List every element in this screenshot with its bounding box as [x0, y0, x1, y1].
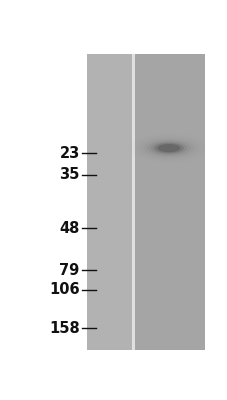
Ellipse shape [157, 144, 180, 152]
Ellipse shape [146, 140, 190, 156]
Text: 79: 79 [59, 263, 79, 278]
Text: 106: 106 [49, 282, 79, 297]
Bar [135, 54, 204, 350]
Bar [86, 54, 131, 350]
Ellipse shape [153, 143, 183, 153]
Text: 48: 48 [59, 221, 79, 236]
Text: 23: 23 [59, 146, 79, 161]
Ellipse shape [150, 142, 187, 155]
Text: 35: 35 [59, 167, 79, 182]
Bar [131, 54, 135, 350]
Text: 158: 158 [49, 321, 79, 336]
